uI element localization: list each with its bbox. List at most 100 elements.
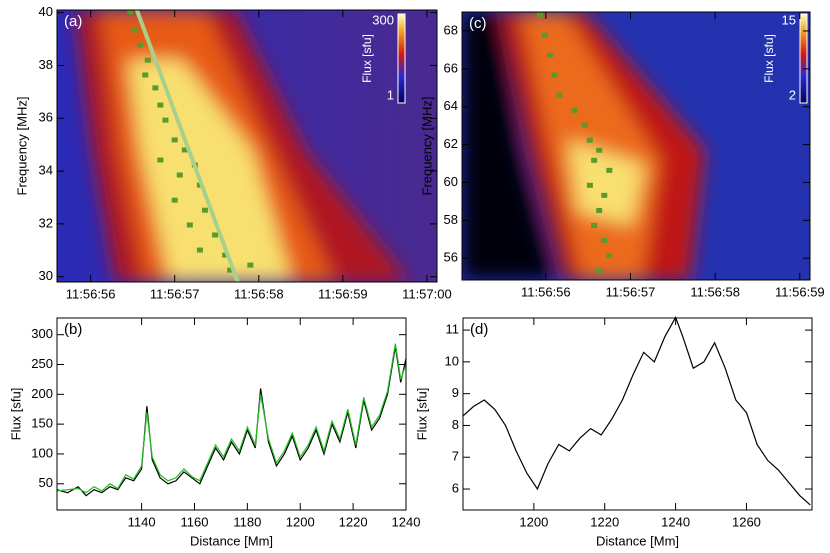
colorbar-label: Flux [sfu]: [360, 34, 374, 83]
x-tick-label: 11:56:57: [606, 284, 656, 299]
peak-dot: [171, 137, 178, 143]
x-tick-label: 1160: [181, 514, 209, 529]
peak-dot: [541, 32, 548, 38]
y-tick-label: 8: [452, 417, 459, 432]
colorbar-tick-label: 300: [372, 12, 394, 27]
y-tick-label: 56: [444, 250, 458, 265]
x-tick-label: 1200: [286, 514, 315, 529]
y-tick-label: 7: [452, 449, 459, 464]
y-axis-title: Frequency [MHz]: [14, 97, 29, 196]
fit-line: [134, 9, 240, 283]
peak-dot: [137, 42, 144, 48]
y-axis-title: Flux [sfu]: [414, 388, 429, 441]
x-axis-title: Distance [Mm]: [190, 533, 273, 548]
colorbar-label: Flux [sfu]: [762, 34, 776, 83]
x-tick-label: 1260: [732, 514, 761, 529]
peak-dot: [606, 253, 613, 259]
x-tick-label: 1180: [233, 514, 261, 529]
peak-dot: [586, 182, 593, 188]
peak-dot: [536, 12, 543, 18]
spectrogram-a: [57, 10, 437, 282]
panel-label: (a): [64, 13, 82, 30]
x-tick-label: 1240: [661, 514, 690, 529]
peak-dot: [222, 252, 229, 258]
flux-line: [56, 343, 407, 494]
x-tick-label: 11:56:59: [318, 286, 368, 301]
y-tick-label: 32: [39, 215, 53, 230]
y-tick-label: 300: [31, 326, 53, 341]
panel-label: (d): [470, 321, 488, 338]
peak-dot: [181, 147, 188, 153]
x-tick-label: 1200: [519, 514, 548, 529]
peak-dot: [157, 102, 164, 108]
y-tick-label: 250: [31, 356, 53, 371]
peak-dot: [201, 207, 208, 213]
peak-dot: [551, 72, 558, 78]
x-tick-label: 1140: [128, 514, 156, 529]
peak-dot: [591, 222, 598, 228]
y-tick-label: 58: [444, 212, 458, 227]
peak-dot: [142, 72, 149, 78]
y-tick-label: 150: [31, 416, 53, 431]
colorbar: [397, 13, 406, 104]
colorbar-tick-label: 15: [782, 12, 796, 27]
peak-dot: [586, 137, 593, 143]
x-tick-label: 11:56:56: [66, 286, 116, 301]
y-tick-label: 9: [452, 385, 459, 400]
plot-frame: [56, 9, 438, 283]
peak-dot: [162, 117, 169, 123]
spectrogram-c: [462, 12, 810, 280]
x-tick-label: 11:56:59: [775, 284, 825, 299]
x-tick-label: 11:56:56: [521, 284, 571, 299]
peak-dot: [144, 57, 151, 63]
peak-dot: [247, 262, 254, 268]
peak-dot: [571, 107, 578, 113]
x-tick-label: 11:57:00: [402, 286, 452, 301]
peak-dot: [581, 122, 588, 128]
y-tick-label: 40: [39, 4, 53, 19]
peak-dot: [157, 157, 164, 163]
y-tick-label: 6: [452, 480, 459, 495]
colorbar-tick-label: 2: [789, 87, 796, 102]
y-tick-label: 60: [444, 174, 458, 189]
x-tick-label: 1220: [339, 514, 368, 529]
peak-dot: [596, 268, 603, 274]
peak-dot: [556, 92, 563, 98]
y-tick-label: 38: [39, 57, 53, 72]
x-tick-label: 1220: [590, 514, 619, 529]
x-tick-label: 11:56:58: [234, 286, 284, 301]
y-tick-label: 68: [444, 22, 458, 37]
peak-dot: [227, 267, 234, 273]
panel-label: (b): [64, 321, 82, 338]
y-tick-label: 11: [446, 322, 460, 337]
colorbar-tick-label: 1: [387, 87, 394, 102]
peak-dot: [132, 27, 139, 33]
peak-dot: [547, 52, 554, 58]
y-tick-label: 10: [445, 353, 459, 368]
peak-dot: [171, 197, 178, 203]
flux-line: [462, 315, 811, 506]
x-tick-label: 1240: [392, 514, 421, 529]
y-tick-label: 30: [39, 268, 53, 283]
y-tick-label: 34: [39, 163, 53, 178]
y-tick-label: 36: [39, 110, 53, 125]
colorbar: [799, 13, 808, 104]
peak-dot: [152, 85, 159, 91]
y-tick-label: 62: [444, 136, 458, 151]
y-axis-title: Frequency [MHz]: [419, 97, 434, 196]
y-tick-label: 64: [444, 98, 458, 113]
y-axis-title: Flux [sfu]: [8, 388, 23, 441]
y-tick-label: 200: [31, 386, 53, 401]
plot-frame: [462, 317, 813, 511]
peak-dot: [601, 237, 608, 243]
x-tick-label: 11:56:57: [150, 286, 200, 301]
plot-frame: [461, 11, 811, 281]
peak-dot: [601, 192, 608, 198]
peak-dot: [591, 157, 598, 163]
peak-dot: [186, 222, 193, 228]
peak-dot: [606, 167, 613, 173]
peak-dot: [596, 207, 603, 213]
y-tick-label: 50: [39, 475, 53, 490]
